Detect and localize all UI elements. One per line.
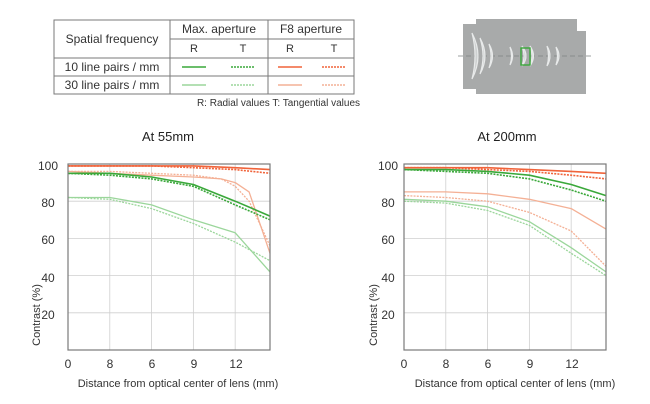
chart1-grid bbox=[68, 164, 270, 350]
chart2-ytick-40: 40 bbox=[381, 271, 395, 285]
chart1-series-max_30-t bbox=[67, 196, 271, 262]
chart1-ytick-60: 60 bbox=[41, 233, 55, 247]
chart2-ylabel: Contrast (%) bbox=[368, 284, 380, 346]
legend-col-header: Spatial frequency bbox=[66, 32, 159, 46]
legend-row-30lp: 30 line pairs / mm bbox=[65, 78, 160, 92]
chart2-ytick-60: 60 bbox=[381, 233, 395, 247]
chart1-xlabel: Distance from optical center of lens (mm… bbox=[78, 378, 279, 390]
chart1-frame bbox=[67, 163, 271, 351]
chart1-series bbox=[67, 165, 271, 273]
chart1-xtick-12: 12 bbox=[229, 357, 243, 371]
legend-note: R: Radial values T: Tangential values bbox=[197, 98, 360, 109]
legend-f8-aperture: F8 aperture bbox=[280, 22, 342, 36]
legend-table bbox=[53, 19, 355, 95]
legend-f8-t: T bbox=[331, 43, 338, 55]
chart1-ytick-20: 20 bbox=[41, 308, 55, 322]
lens-aperture-marker bbox=[520, 47, 531, 66]
chart1-series-f8_30-t bbox=[68, 170, 271, 247]
chart1-ylabel: Contrast (%) bbox=[31, 284, 43, 346]
chart2-xtick-0: 0 bbox=[401, 357, 408, 371]
chart1-ytick-100: 100 bbox=[38, 159, 58, 173]
chart2-border bbox=[403, 163, 607, 351]
chart2-xtick-12: 12 bbox=[565, 357, 579, 371]
legend-f8-r: R bbox=[286, 43, 294, 55]
chart2-series-max_30-t bbox=[403, 200, 607, 277]
chart2-xtick-3: 8 bbox=[443, 357, 450, 371]
chart2-series-f8_10-t bbox=[404, 166, 607, 180]
chart1-xtick-3: 8 bbox=[107, 357, 114, 371]
chart2-series-f8_30-r bbox=[404, 191, 607, 230]
chart2-series-max_10-r bbox=[404, 168, 607, 197]
chart1-ytick-40: 40 bbox=[41, 271, 55, 285]
chart1-series-max_30-r bbox=[68, 196, 271, 273]
chart1-series-f8_10-r bbox=[68, 165, 271, 171]
chart2-ytick-100: 100 bbox=[378, 159, 398, 173]
legend-max-r: R bbox=[190, 43, 198, 55]
legend-max-aperture: Max. aperture bbox=[182, 22, 256, 36]
chart2-series-max_30-r bbox=[403, 198, 607, 273]
chart1-title: At 55mm bbox=[142, 129, 194, 144]
chart2-xtick-6: 6 bbox=[485, 357, 492, 371]
chart2-xtick-9: 9 bbox=[527, 357, 534, 371]
chart2-series-f8_10-r bbox=[404, 166, 607, 175]
chart1-xtick-0: 0 bbox=[65, 357, 72, 371]
lens-elements-icon bbox=[471, 32, 560, 80]
chart1-xtick-6: 6 bbox=[149, 357, 156, 371]
chart2-frame bbox=[403, 163, 607, 351]
chart2-series-f8_30-t bbox=[403, 194, 607, 267]
chart2-ytick-20: 20 bbox=[381, 308, 395, 322]
chart2-ytick-80: 80 bbox=[381, 196, 395, 210]
chart1-border bbox=[67, 163, 271, 351]
chart2-series bbox=[403, 166, 607, 277]
chart1-series-f8_10-t bbox=[68, 165, 271, 175]
chart1-xtick-9: 9 bbox=[191, 357, 198, 371]
chart2-xlabel: Distance from optical center of lens (mm… bbox=[415, 378, 616, 390]
legend-max-t: T bbox=[240, 43, 247, 55]
chart2-title: At 200mm bbox=[477, 129, 536, 144]
chart1-series-max_10-r bbox=[68, 172, 271, 217]
legend-row-10lp: 10 line pairs / mm bbox=[65, 60, 160, 74]
chart1-ytick-80: 80 bbox=[41, 196, 55, 210]
